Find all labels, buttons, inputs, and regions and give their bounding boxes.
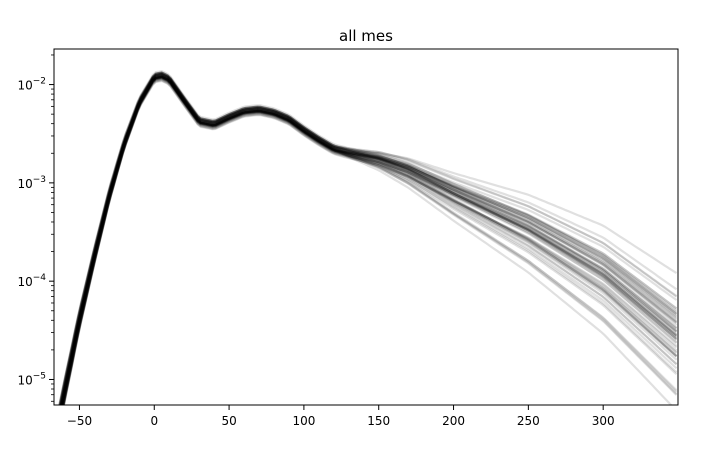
x-tick-label: 50 [221, 414, 236, 428]
chart-title: all mes [339, 27, 393, 45]
ensemble-line [61, 72, 678, 405]
plot-frame [53, 48, 679, 406]
ensemble-line [58, 76, 678, 405]
ensemble-line [60, 71, 678, 405]
ensemble-line [59, 72, 678, 405]
ensemble-line [58, 71, 678, 405]
ensemble-line [62, 75, 678, 405]
ensemble-line [60, 75, 678, 405]
ensemble-line [58, 74, 678, 405]
ensemble-line [60, 75, 678, 405]
ensemble-line [61, 74, 678, 405]
x-tick-label: 0 [150, 414, 158, 428]
ensemble-line [61, 73, 678, 405]
ensemble-lines [58, 69, 678, 405]
ensemble-line [62, 76, 678, 405]
ensemble-line [60, 71, 678, 405]
ensemble-line [59, 77, 678, 405]
x-tick-label: 100 [292, 414, 315, 428]
ensemble-line [61, 75, 678, 405]
x-axis: −50 0 50 100 150 200 250 300 [67, 405, 615, 428]
ensemble-line [62, 76, 678, 405]
ensemble-line [62, 77, 678, 405]
ensemble-line [60, 76, 678, 405]
y-tick-label: 10−2 [17, 77, 46, 93]
ensemble-line [61, 75, 678, 405]
x-tick-label: 250 [517, 414, 540, 428]
ensemble-line [59, 75, 678, 405]
ensemble-line [59, 75, 678, 405]
ensemble-line [59, 75, 678, 405]
ensemble-line [62, 73, 678, 405]
ensemble-line [60, 74, 678, 405]
x-tick-label: 150 [367, 414, 390, 428]
ensemble-line [58, 72, 678, 405]
ensemble-line [59, 74, 678, 405]
ensemble-line [62, 72, 678, 405]
ensemble-line [59, 76, 678, 405]
ensemble-line [60, 72, 678, 405]
ensemble-line [62, 77, 678, 405]
ensemble-line [60, 78, 678, 405]
ensemble-line [60, 71, 678, 405]
ensemble-line [58, 72, 678, 405]
y-tick-label: 10−4 [17, 273, 46, 289]
ensemble-line [61, 73, 678, 405]
ensemble-line [60, 71, 678, 405]
ensemble-line [62, 73, 678, 405]
x-tick-label: −50 [67, 414, 92, 428]
ensemble-line [59, 73, 678, 405]
ensemble-line [62, 75, 678, 405]
ensemble-line [61, 78, 678, 405]
ensemble-line [59, 72, 678, 405]
ensemble-line [62, 75, 673, 405]
ensemble-line [60, 72, 678, 405]
ensemble-line [59, 69, 678, 405]
ensemble-line [61, 76, 678, 405]
ensemble-line [62, 77, 678, 405]
ensemble-line [60, 75, 678, 405]
ensemble-line [59, 79, 678, 405]
ensemble-line [62, 74, 678, 405]
ensemble-line [58, 74, 678, 405]
ensemble-line [58, 75, 678, 405]
ensemble-line [61, 73, 678, 405]
ensemble-line [58, 71, 678, 405]
y-tick-label: 10−5 [17, 371, 46, 387]
x-tick-label: 300 [592, 414, 615, 428]
ensemble-line [61, 76, 678, 405]
ensemble-line [61, 79, 678, 405]
x-tick-label: 200 [442, 414, 465, 428]
y-axis: 10−5 10−4 10−3 10−2 [17, 54, 54, 402]
ensemble-line [58, 74, 678, 405]
ensemble-line [61, 75, 678, 405]
ensemble-line [62, 75, 678, 405]
ensemble-line [61, 75, 678, 405]
ensemble-line [59, 75, 678, 405]
y-tick-label: 10−3 [17, 175, 46, 191]
ensemble-line [60, 76, 678, 405]
